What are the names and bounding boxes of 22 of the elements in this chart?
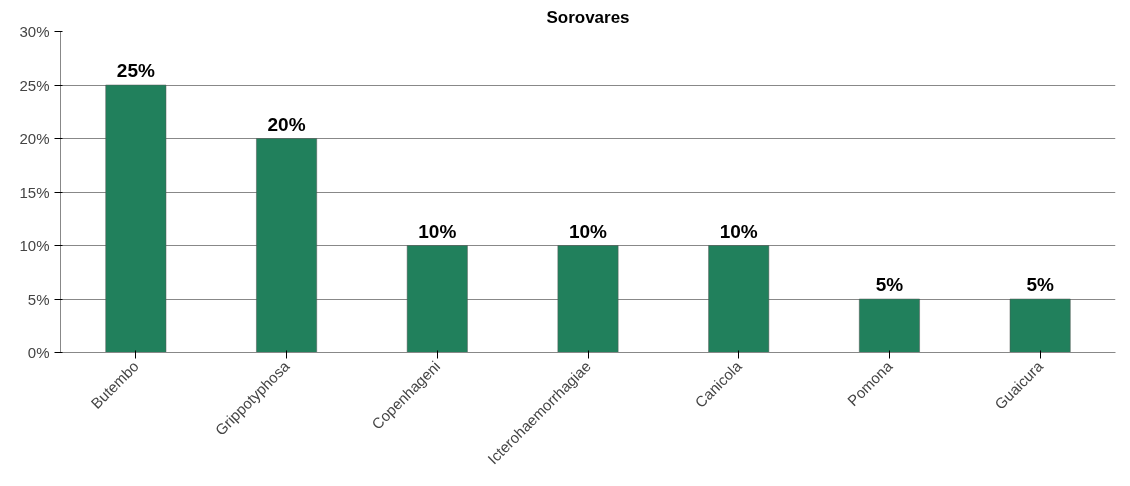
data-label: 10% — [418, 220, 457, 242]
bar — [708, 245, 770, 353]
data-label: 10% — [568, 220, 608, 242]
bar — [105, 84, 167, 353]
data-label: 25% — [116, 60, 155, 81]
y-tick-label: 25% — [19, 76, 50, 94]
bar — [557, 245, 619, 353]
bar — [406, 245, 468, 353]
y-tick-label: 10% — [19, 237, 50, 254]
bar — [859, 298, 920, 353]
y-tick-label: 15% — [19, 183, 50, 201]
data-label: 20% — [267, 113, 306, 135]
y-tick-label: 30% — [19, 23, 50, 40]
data-label: 10% — [719, 220, 758, 242]
chart-title: Sorovares — [546, 7, 630, 27]
bar — [256, 138, 317, 353]
data-label: 5% — [875, 274, 904, 295]
y-tick-label: 20% — [19, 130, 50, 147]
data-label: 5% — [1026, 274, 1054, 295]
y-tick-label: 5% — [27, 290, 50, 308]
y-tick-label: 0% — [27, 344, 50, 361]
bar — [1009, 298, 1071, 353]
